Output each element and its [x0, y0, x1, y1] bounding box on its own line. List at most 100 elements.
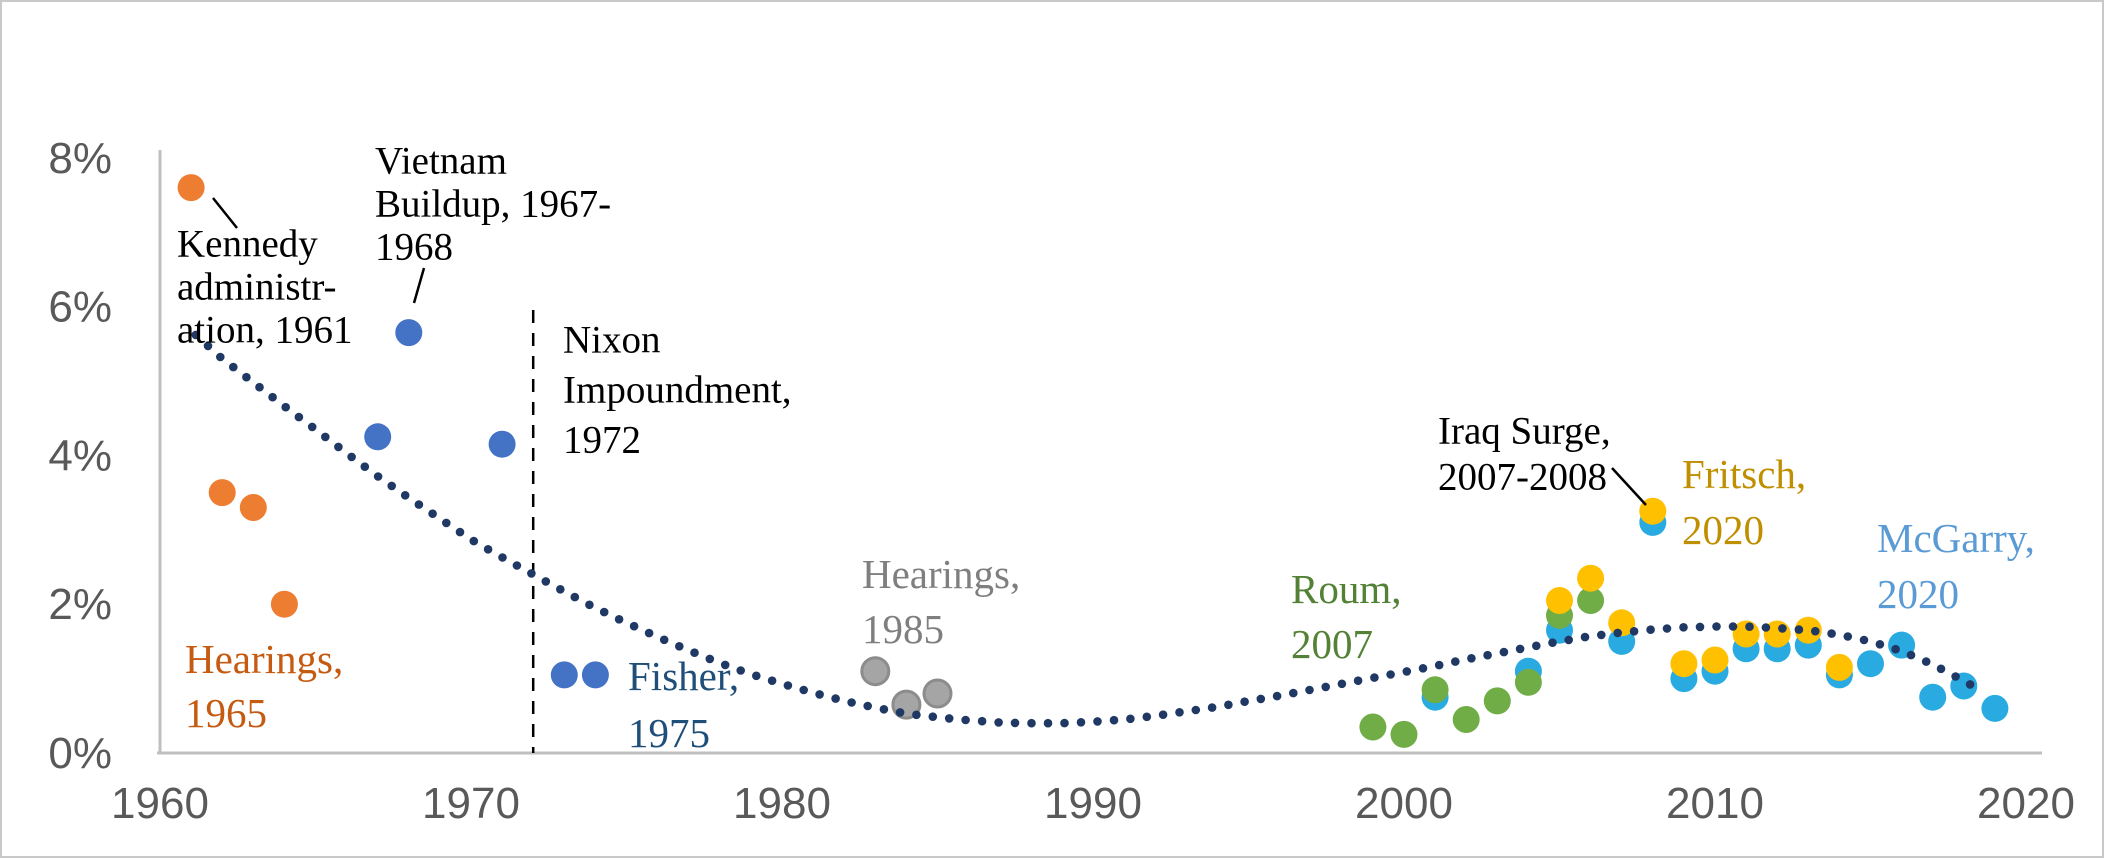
data-point-hearings-1985-1985: [922, 678, 953, 709]
trend-dot: [1728, 622, 1738, 631]
annotation-line: Vietnam: [375, 139, 507, 182]
annotation-nixon: Nixon Impoundment, 1972: [563, 318, 792, 461]
data-point-fritsch-2020-2007: [1608, 609, 1636, 637]
trend-dot: [1646, 625, 1655, 634]
trend-dot: [203, 341, 213, 351]
annotation-line: ation, 1961: [177, 308, 352, 351]
trend-dot: [541, 577, 551, 586]
trend-dot: [1499, 647, 1509, 657]
trend-dot: [629, 621, 639, 631]
trend-dot: [307, 422, 317, 432]
trend-dot: [1043, 718, 1053, 728]
trend-dot: [1010, 718, 1020, 728]
trend-dot: [690, 648, 699, 657]
annotation-fisher-1975-label: Fisher, 1975: [628, 653, 739, 756]
trend-dot: [815, 690, 824, 699]
data-point-fisher-1975-1968: [395, 319, 423, 347]
trend-dot: [675, 642, 684, 651]
y-tick-label: 4%: [48, 431, 112, 480]
trend-dot: [483, 545, 493, 554]
trend-dot: [216, 352, 225, 362]
trend-dot: [414, 500, 424, 509]
trend-dot: [1353, 676, 1363, 685]
series-hearings-1965: [177, 174, 298, 618]
trend-dot: [1811, 626, 1820, 636]
trend-dot: [1321, 682, 1330, 692]
trend-dot: [1272, 691, 1282, 701]
series-fisher-1975: [364, 319, 609, 689]
annotation-mcgarry-2020-label: McGarry, 2020: [1877, 515, 2035, 617]
trend-dot: [1613, 628, 1622, 638]
annotation-line: 1965: [185, 690, 267, 736]
annotation-hearings-1965-label: Hearings, 1965: [185, 636, 343, 736]
trend-dot: [1175, 708, 1184, 717]
trend-dot: [783, 681, 793, 690]
annotation-hearings-1985-label: Hearings, 1985: [862, 551, 1020, 652]
trend-dot: [1224, 700, 1233, 710]
trend-dot: [242, 372, 251, 382]
trend-dot: [442, 518, 451, 528]
annotation-roum-2007-label: Roum, 2007: [1291, 566, 1402, 667]
trend-dot: [1629, 627, 1639, 636]
trend-dot: [736, 666, 745, 675]
trend-dot: [268, 392, 277, 402]
trend-dot: [1027, 718, 1036, 728]
data-point-fritsch-2020-2006: [1577, 564, 1605, 592]
annotation-line: Nixon: [563, 318, 661, 361]
y-tick-label: 6%: [48, 283, 112, 332]
trend-dot: [1965, 680, 1975, 689]
y-tick-label: 8%: [48, 134, 112, 183]
trend-dot: [1240, 697, 1249, 706]
trend-dot: [229, 362, 238, 372]
trend-dot: [1418, 664, 1428, 673]
annotation-iraq-surge: Iraq Surge, 2007-2008: [1438, 409, 1611, 498]
trend-dot: [400, 491, 410, 500]
data-point-fritsch-2020-2005: [1546, 587, 1573, 614]
trend-dot: [1875, 640, 1885, 649]
trend-dot: [1483, 650, 1492, 660]
trend-dot: [469, 536, 479, 546]
trend-dot: [1843, 632, 1853, 641]
trend-dot: [767, 676, 777, 685]
trend-dot: [191, 330, 201, 340]
data-point-fritsch-2020-2014: [1825, 653, 1853, 681]
annotation-fritsch-2020-label: Fritsch, 2020: [1682, 451, 1806, 553]
trend-dot: [334, 442, 343, 452]
trend-dot: [527, 569, 536, 578]
annotation-line: 2020: [1682, 507, 1764, 553]
trend-dot: [1778, 624, 1787, 633]
annotation-line: 1985: [862, 606, 944, 652]
trend-dot: [1207, 703, 1217, 712]
annotation-line: 1972: [563, 418, 641, 461]
trend-dot: [1564, 635, 1573, 645]
annotation-line: Hearings,: [862, 551, 1020, 597]
trend-dot: [321, 432, 330, 442]
trend-dot: [1060, 718, 1069, 728]
trend-dot: [1761, 623, 1771, 632]
trend-dot: [512, 561, 522, 570]
trend-dot: [1515, 644, 1525, 654]
trend-dot: [498, 553, 507, 562]
data-point-hearings-1965-1963: [239, 494, 267, 521]
trend-dot: [1794, 625, 1804, 634]
trend-dot: [1142, 712, 1152, 722]
trend-dot: [585, 600, 594, 610]
trend-dot: [895, 708, 905, 717]
annotation-line: McGarry,: [1877, 515, 2035, 561]
y-tick-label: 2%: [48, 580, 112, 629]
data-point-mcgarry-2020-2017: [1919, 683, 1947, 711]
data-point-mcgarry-2020-2019: [1981, 694, 2009, 722]
trend-dot: [347, 452, 356, 462]
y-tick-label: 0%: [48, 729, 112, 778]
trend-dot: [1256, 694, 1266, 704]
trend-dot: [360, 462, 370, 472]
series-fritsch-2020: [1546, 497, 1853, 681]
trend-dot: [847, 698, 856, 707]
trend-dot: [863, 701, 872, 711]
series-roum-2007: [1359, 587, 1605, 748]
trend-dot: [1859, 635, 1869, 645]
trend-dot: [614, 615, 624, 624]
annotation-line: Hearings,: [185, 636, 343, 682]
